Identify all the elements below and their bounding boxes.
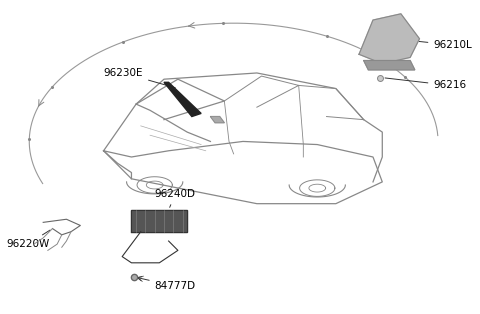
Text: 96240D: 96240D bbox=[155, 189, 196, 207]
Polygon shape bbox=[164, 82, 201, 116]
Text: 96216: 96216 bbox=[385, 78, 467, 90]
Polygon shape bbox=[210, 116, 224, 123]
Text: 84777D: 84777D bbox=[138, 277, 196, 291]
Text: 96220W: 96220W bbox=[6, 230, 50, 249]
Polygon shape bbox=[359, 14, 420, 64]
Polygon shape bbox=[132, 210, 187, 232]
Text: 96210L: 96210L bbox=[410, 40, 472, 50]
Text: 96230E: 96230E bbox=[104, 68, 175, 88]
Polygon shape bbox=[364, 61, 415, 70]
